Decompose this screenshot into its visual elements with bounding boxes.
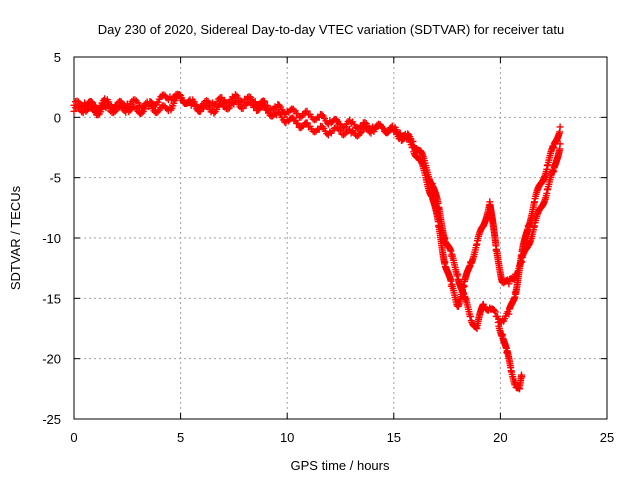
x-tick-labels: 0 5 10 15 20 25 (70, 430, 614, 445)
x-tick-label: 15 (387, 430, 401, 445)
x-tick-label: 5 (177, 430, 184, 445)
data-point (337, 127, 344, 135)
y-tick-labels: -25 -20 -15 -10 -5 0 5 (42, 50, 61, 427)
data-point (467, 312, 475, 320)
axis-ticks (73, 56, 608, 420)
data-point (283, 107, 291, 115)
data-point (337, 121, 344, 129)
data-point (517, 257, 525, 265)
data-point (209, 99, 217, 107)
x-tick-label: 10 (280, 430, 294, 445)
data-point (318, 111, 326, 119)
data-point (333, 116, 341, 124)
data-point (210, 109, 218, 117)
data-point (128, 104, 136, 112)
data-point (491, 308, 499, 316)
data-point (251, 102, 259, 110)
data-point (556, 123, 564, 131)
data-point (261, 102, 269, 110)
data-point (326, 128, 334, 136)
data-point (202, 102, 210, 110)
data-point (511, 379, 519, 387)
y-tick-label: -20 (42, 352, 61, 367)
data-point (160, 102, 168, 110)
data-point (347, 119, 355, 127)
data-point (518, 373, 526, 381)
y-tick-label: -15 (42, 291, 61, 306)
data-point (303, 107, 311, 115)
x-tick-label: 20 (493, 430, 507, 445)
y-tick-label: -10 (42, 231, 61, 246)
data-point (87, 98, 95, 106)
data-point (294, 110, 302, 118)
x-axis-label: GPS time / hours (291, 458, 390, 473)
x-tick-label: 0 (70, 430, 77, 445)
data-point (70, 107, 78, 115)
data-point (505, 280, 513, 288)
data-point (90, 107, 98, 115)
y-tick-label: -5 (49, 171, 61, 186)
data-point (512, 272, 520, 280)
x-tick-label: 25 (600, 430, 614, 445)
data-point (286, 106, 294, 114)
y-tick-label: -25 (42, 412, 61, 427)
data-point (379, 124, 387, 132)
data-point (358, 128, 366, 136)
data-point (111, 107, 119, 115)
data-point (160, 91, 168, 99)
data-point (335, 120, 343, 128)
y-axis-label: SDTVAR / TECUs (8, 185, 23, 290)
data-point (231, 97, 239, 105)
data-point (378, 123, 386, 131)
data-point (131, 96, 139, 104)
data-point (87, 104, 95, 112)
data-point (490, 306, 498, 314)
data-point (239, 104, 247, 112)
y-tick-label: 0 (54, 110, 61, 125)
y-tick-label: 5 (54, 50, 61, 65)
data-point (409, 144, 417, 151)
data-point (356, 129, 364, 137)
chart-title: Day 230 of 2020, Sidereal Day-to-day VTE… (98, 22, 565, 37)
data-points (70, 90, 564, 393)
data-point (231, 91, 239, 99)
data-point (297, 113, 305, 121)
data-point (294, 119, 302, 127)
data-point (556, 140, 564, 148)
data-point (224, 105, 232, 113)
